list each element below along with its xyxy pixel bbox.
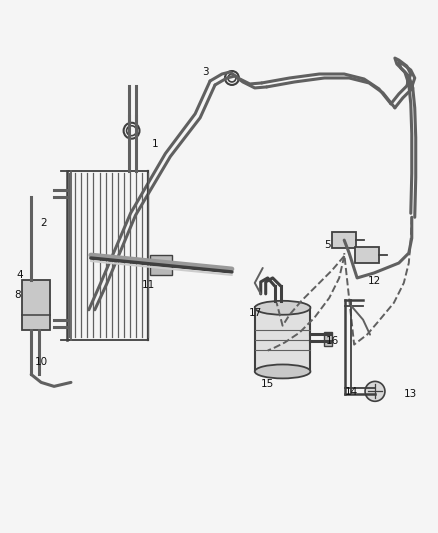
Text: 10: 10 bbox=[35, 358, 48, 367]
Text: 14: 14 bbox=[345, 387, 358, 397]
Bar bbox=[255, 307, 311, 372]
Bar bbox=[355, 247, 379, 263]
Ellipse shape bbox=[255, 301, 311, 315]
Bar bbox=[22, 280, 50, 330]
Bar bbox=[150, 255, 172, 275]
Text: 15: 15 bbox=[261, 379, 274, 390]
Text: 16: 16 bbox=[325, 336, 339, 345]
Text: 5: 5 bbox=[324, 240, 331, 250]
Text: 12: 12 bbox=[367, 276, 381, 286]
Text: 4: 4 bbox=[16, 270, 23, 280]
Ellipse shape bbox=[255, 365, 311, 378]
Text: 3: 3 bbox=[202, 67, 208, 77]
Text: 8: 8 bbox=[14, 290, 21, 300]
Text: 1: 1 bbox=[152, 139, 159, 149]
Text: 17: 17 bbox=[249, 308, 262, 318]
Circle shape bbox=[365, 382, 385, 401]
Text: 2: 2 bbox=[40, 218, 46, 228]
Text: 11: 11 bbox=[142, 280, 155, 290]
Text: 13: 13 bbox=[404, 389, 417, 399]
Bar bbox=[332, 232, 356, 248]
Bar bbox=[324, 332, 332, 345]
